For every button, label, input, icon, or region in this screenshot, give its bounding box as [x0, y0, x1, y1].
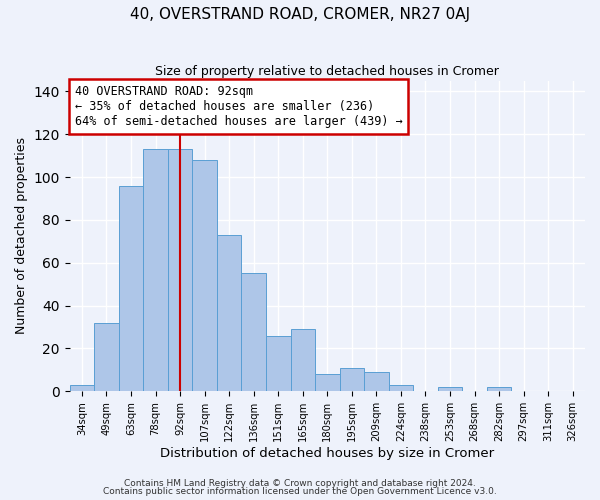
Bar [241, 274, 266, 392]
Bar [94, 323, 119, 392]
Bar [438, 387, 462, 392]
Bar [290, 329, 315, 392]
Bar [315, 374, 340, 392]
Bar [168, 149, 193, 392]
Bar [193, 160, 217, 392]
Bar [487, 387, 511, 392]
Bar [340, 368, 364, 392]
Y-axis label: Number of detached properties: Number of detached properties [15, 138, 28, 334]
Bar [70, 385, 94, 392]
Bar [364, 372, 389, 392]
Title: Size of property relative to detached houses in Cromer: Size of property relative to detached ho… [155, 65, 499, 78]
Bar [266, 336, 290, 392]
Bar [143, 149, 168, 392]
Text: Contains HM Land Registry data © Crown copyright and database right 2024.: Contains HM Land Registry data © Crown c… [124, 479, 476, 488]
Text: Contains public sector information licensed under the Open Government Licence v3: Contains public sector information licen… [103, 486, 497, 496]
Bar [217, 235, 241, 392]
Text: 40, OVERSTRAND ROAD, CROMER, NR27 0AJ: 40, OVERSTRAND ROAD, CROMER, NR27 0AJ [130, 8, 470, 22]
Bar [389, 385, 413, 392]
Bar [119, 186, 143, 392]
X-axis label: Distribution of detached houses by size in Cromer: Distribution of detached houses by size … [160, 447, 494, 460]
Text: 40 OVERSTRAND ROAD: 92sqm
← 35% of detached houses are smaller (236)
64% of semi: 40 OVERSTRAND ROAD: 92sqm ← 35% of detac… [75, 85, 403, 128]
